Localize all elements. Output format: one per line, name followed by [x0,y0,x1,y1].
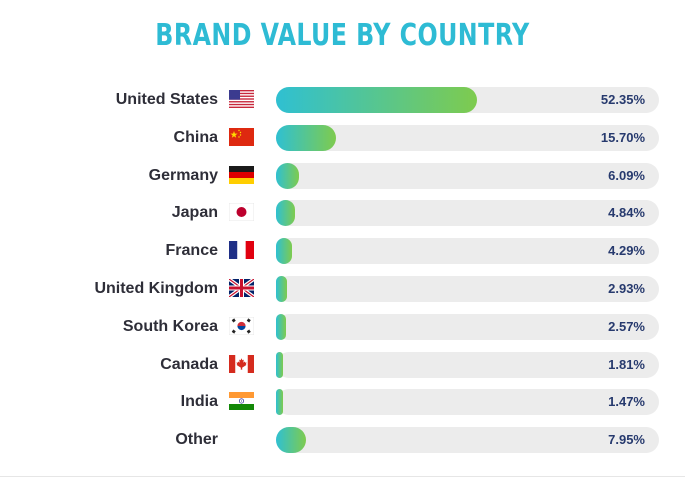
japan-flag-icon [229,203,254,222]
value-label: 7.95% [608,432,645,448]
bar-row: South Korea 2.57% [0,308,685,346]
bar-row: India 1.47% [0,383,685,421]
bar-fill [276,389,283,416]
bar-row: Canada 1.81% [0,346,685,384]
bar-fill [276,313,286,340]
bar-track: 6.09% [276,162,659,189]
uk-flag-icon [229,278,254,297]
bar-track: 1.47% [276,389,659,416]
bar-fill [276,238,293,265]
value-label: 1.47% [608,394,645,410]
bar-row: Germany 6.09% [0,157,685,195]
bar-track: 52.35% [276,87,659,113]
value-label: 1.81% [608,356,645,372]
country-label: South Korea [122,317,218,335]
value-label: 4.29% [608,243,645,259]
country-label: Germany [148,166,218,184]
country-label: United Kingdom [94,279,218,297]
bar-row: Japan 4.84% [0,194,685,232]
value-label: 2.57% [608,318,645,334]
india-flag-icon [229,392,254,411]
bar-fill [276,351,283,378]
country-label: China [173,128,218,146]
bar-track: 2.57% [276,313,659,340]
bar-fill [276,427,307,454]
germany-flag-icon [229,165,254,184]
value-label: 2.93% [608,280,645,296]
value-label: 15.70% [600,129,645,145]
bar-row: United Kingdom 2.93% [0,270,685,308]
value-label: 6.09% [608,167,645,183]
country-label: India [180,393,218,411]
bar-track: 2.93% [276,275,659,302]
bar-row: United States 52.35% [0,81,685,119]
bottom-divider [0,476,685,477]
country-label: Canada [160,355,218,373]
value-label: 52.35% [600,92,645,107]
country-label: Japan [171,204,218,222]
bar-fill [276,87,477,113]
bar-rows: United States 52.35% China 15.70% German… [0,81,685,459]
country-label: United States [115,91,218,108]
bar-track: 7.95% [276,427,659,454]
bar-fill [276,162,300,189]
bar-row: Other 7.95% [0,421,685,459]
us-flag-icon [229,90,254,108]
bar-row: China 15.70% [0,119,685,157]
canada-flag-icon [229,354,254,373]
chart-title: BRAND VALUE BY COUNTRY [155,18,530,53]
bar-fill [276,200,295,227]
france-flag-icon [229,241,254,260]
bar-fill [276,275,288,302]
country-label: France [165,242,218,260]
bar-track: 15.70% [276,124,659,151]
bar-track: 4.84% [276,200,659,227]
country-label: Other [175,431,218,449]
china-flag-icon [229,127,254,146]
south-korea-flag-icon [229,316,254,335]
bar-fill [276,124,337,151]
bar-row: France 4.29% [0,232,685,270]
bar-track: 1.81% [276,351,659,378]
bar-track: 4.29% [276,238,659,265]
value-label: 4.84% [608,205,645,221]
